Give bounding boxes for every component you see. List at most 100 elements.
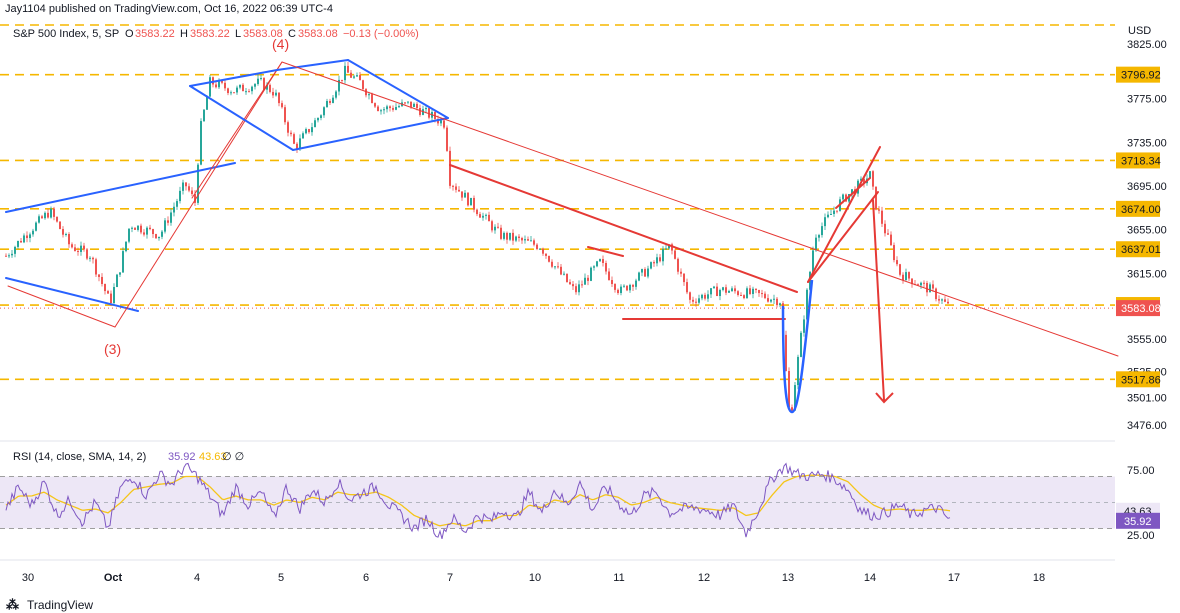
candle-body <box>767 298 769 302</box>
candle-body <box>734 288 736 292</box>
candle-body <box>911 278 913 285</box>
candle-body <box>68 234 70 245</box>
candle-body <box>140 225 142 233</box>
rsi-legend: RSI (14, close, SMA, 14, 2) 35.92 43.63 … <box>13 451 244 463</box>
candle-body <box>884 223 886 234</box>
wave-3-label: (3) <box>104 341 121 357</box>
candle-body <box>920 282 922 286</box>
candle-body <box>293 134 295 144</box>
candle-body <box>650 262 652 269</box>
candle-body <box>413 103 415 107</box>
candle-body <box>398 106 400 108</box>
candle-body <box>512 232 514 241</box>
candle-body <box>368 94 370 96</box>
candle-body <box>764 293 766 299</box>
candle-body <box>569 282 571 285</box>
candle-body <box>242 84 244 92</box>
candle-body <box>404 102 406 104</box>
publisher-text: Jay1104 published on TradingView.com, Oc… <box>5 3 333 15</box>
candle-body <box>596 261 598 267</box>
candle-body <box>176 201 178 207</box>
candle-body <box>917 284 919 286</box>
candle-body <box>686 282 688 293</box>
triangle-upper-line <box>449 164 798 293</box>
candle-body <box>470 197 472 206</box>
candle-body <box>731 288 733 291</box>
candle-body <box>923 282 925 284</box>
candle-body <box>557 266 559 268</box>
candle-body <box>209 77 211 97</box>
candle-body <box>608 271 610 281</box>
candle-body <box>38 216 40 223</box>
candle-body <box>905 272 907 281</box>
candle-body <box>701 294 703 299</box>
candle-body <box>116 274 118 288</box>
candle-body <box>926 282 928 293</box>
tv-logo-icon: ⁂ <box>6 597 19 612</box>
candle-body <box>581 284 583 286</box>
level-price-tag-bg <box>1116 241 1160 258</box>
candle-body <box>494 226 496 231</box>
candle-body <box>326 100 328 108</box>
candle-body <box>527 239 529 241</box>
candle-body <box>578 284 580 293</box>
wave-4-label: (4) <box>272 36 289 52</box>
candle-body <box>305 129 307 134</box>
candle-body <box>878 209 880 211</box>
rsi-line <box>5 462 951 540</box>
candle-body <box>419 108 421 115</box>
candle-body <box>44 212 46 219</box>
candle-body <box>500 227 502 239</box>
rsi-axis-label: 25.00 <box>1127 530 1155 542</box>
price-axis-label: 3775.00 <box>1127 94 1167 106</box>
price-axis-label: 3825.00 <box>1127 39 1167 51</box>
candle-body <box>602 259 604 263</box>
candle-body <box>551 261 553 267</box>
candle-body <box>416 103 418 109</box>
candle-body <box>668 244 670 249</box>
candle-body <box>446 127 448 151</box>
diamond-line <box>276 59 349 71</box>
candle-body <box>380 110 382 112</box>
candle-body <box>230 92 232 94</box>
open-label: O <box>125 28 134 40</box>
candle-body <box>332 97 334 103</box>
candle-body <box>395 107 397 110</box>
high-value: 3583.22 <box>190 28 230 40</box>
candle-body <box>287 122 289 133</box>
candle-body <box>695 301 697 303</box>
last-price-tag-bg <box>1116 300 1160 317</box>
candle-body <box>17 240 19 247</box>
candle-body <box>635 280 637 287</box>
candle-body <box>746 288 748 299</box>
rsi-sma-line <box>5 474 951 527</box>
time-axis-label: 11 <box>613 572 624 584</box>
candle-body <box>797 356 799 386</box>
candle-body <box>29 234 31 239</box>
candle-body <box>665 248 667 250</box>
candle-body <box>533 240 535 245</box>
candle-body <box>572 284 574 287</box>
candle-body <box>539 248 541 250</box>
candle-body <box>92 257 94 260</box>
level-price-tag: 3674.00 <box>1121 204 1161 216</box>
candle-body <box>860 178 862 181</box>
candle-body <box>338 79 340 92</box>
time-axis[interactable]: 30 Oct 4 5 6 7 10 11 12 13 14 17 18 <box>22 572 1045 584</box>
candle-body <box>350 72 352 78</box>
candle-body <box>659 257 661 262</box>
candle-body <box>458 189 460 192</box>
time-axis-label: 6 <box>363 572 369 584</box>
candle-body <box>773 298 775 300</box>
candle-body <box>593 266 595 268</box>
candle-body <box>239 84 241 88</box>
candle-body <box>713 286 715 289</box>
candle-body <box>356 75 358 77</box>
time-axis-label: 12 <box>698 572 710 584</box>
candle-body <box>131 227 133 229</box>
channel-upper-line <box>5 162 236 213</box>
arrowhead-icon <box>875 392 894 404</box>
time-axis-label: 17 <box>948 572 960 584</box>
candle-body <box>584 277 586 285</box>
